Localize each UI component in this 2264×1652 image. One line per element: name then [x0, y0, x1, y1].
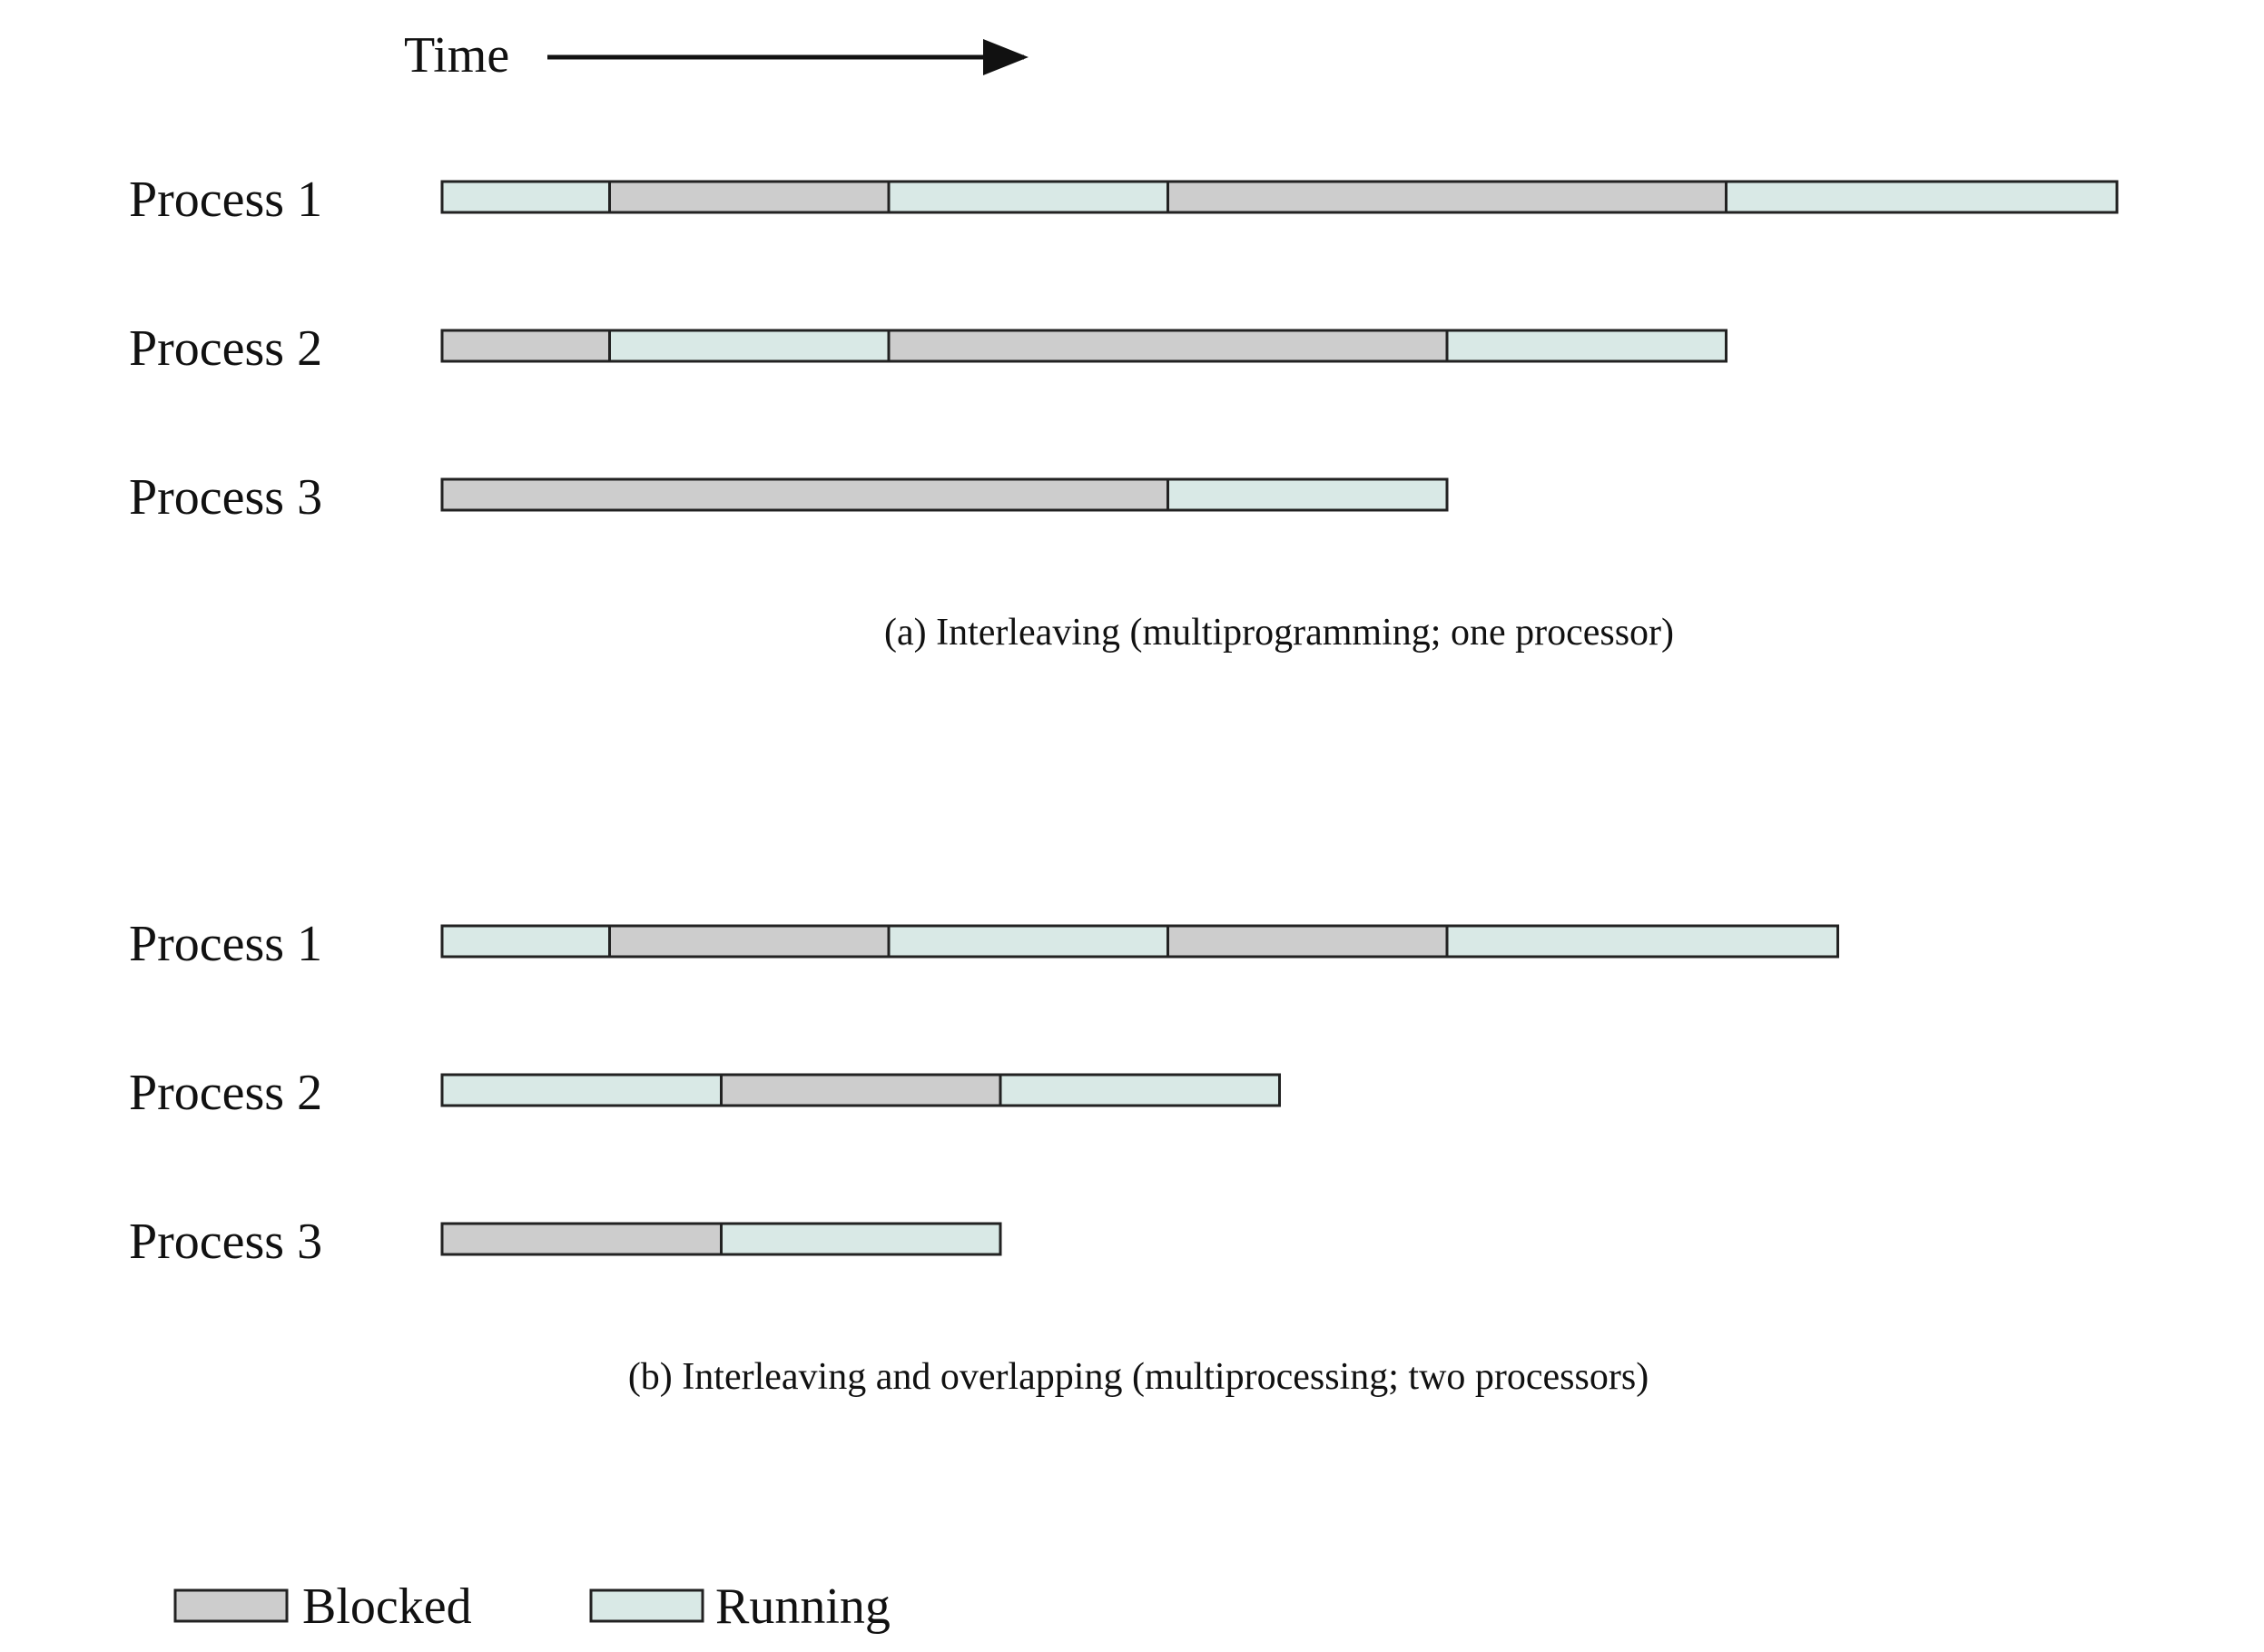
caption-b: (b) Interleaving and overlapping (multip…	[628, 1356, 1649, 1398]
process-label-b-2: Process 2	[129, 1065, 322, 1121]
segment-running	[440, 180, 611, 214]
legend-swatch-blocked	[173, 1588, 289, 1623]
segment-running	[440, 924, 611, 959]
segment-blocked	[1166, 180, 1728, 214]
process-bar-a-3	[440, 477, 1449, 512]
segment-blocked	[608, 180, 891, 214]
legend-label-running: Running	[715, 1578, 891, 1635]
legend-label-blocked: Blocked	[302, 1578, 472, 1635]
segment-blocked	[440, 477, 1169, 512]
time-axis: Time	[404, 27, 1029, 84]
segment-running	[1725, 180, 2119, 214]
process-label-b-3: Process 3	[129, 1214, 322, 1270]
process-bar-b-1	[440, 924, 1839, 959]
process-label-b-1: Process 1	[129, 916, 322, 972]
segment-running	[887, 180, 1169, 214]
process-bar-a-2	[440, 329, 1728, 363]
segment-running	[440, 1073, 723, 1107]
segment-running	[999, 1073, 1281, 1107]
time-label: Time	[404, 27, 509, 84]
process-label-a-2: Process 2	[129, 320, 322, 377]
segment-blocked	[720, 1073, 1002, 1107]
segment-blocked	[887, 329, 1449, 363]
segment-blocked	[440, 329, 611, 363]
segment-blocked	[440, 1222, 723, 1256]
caption-a: (a) Interleaving (multiprogramming; one …	[884, 612, 1674, 654]
legend-swatch-running	[589, 1588, 704, 1623]
process-bar-b-3	[440, 1222, 1002, 1256]
process-label-a-3: Process 3	[129, 469, 322, 526]
panel-a: Process 1 Process 2 Process 3 (a) Interl…	[129, 172, 2119, 654]
segment-running	[1445, 329, 1728, 363]
process-label-a-1: Process 1	[129, 172, 322, 228]
segment-running	[608, 329, 891, 363]
segment-blocked	[1166, 924, 1449, 959]
panel-b: Process 1 Process 2 Process 3 (b) Interl…	[129, 916, 1839, 1398]
segment-blocked	[608, 924, 891, 959]
process-bar-b-2	[440, 1073, 1281, 1107]
segment-running	[1445, 924, 1839, 959]
process-bar-a-1	[440, 180, 2119, 214]
segment-running	[720, 1222, 1002, 1256]
segment-running	[887, 924, 1169, 959]
segment-running	[1166, 477, 1449, 512]
legend: Blocked Running	[173, 1578, 891, 1635]
